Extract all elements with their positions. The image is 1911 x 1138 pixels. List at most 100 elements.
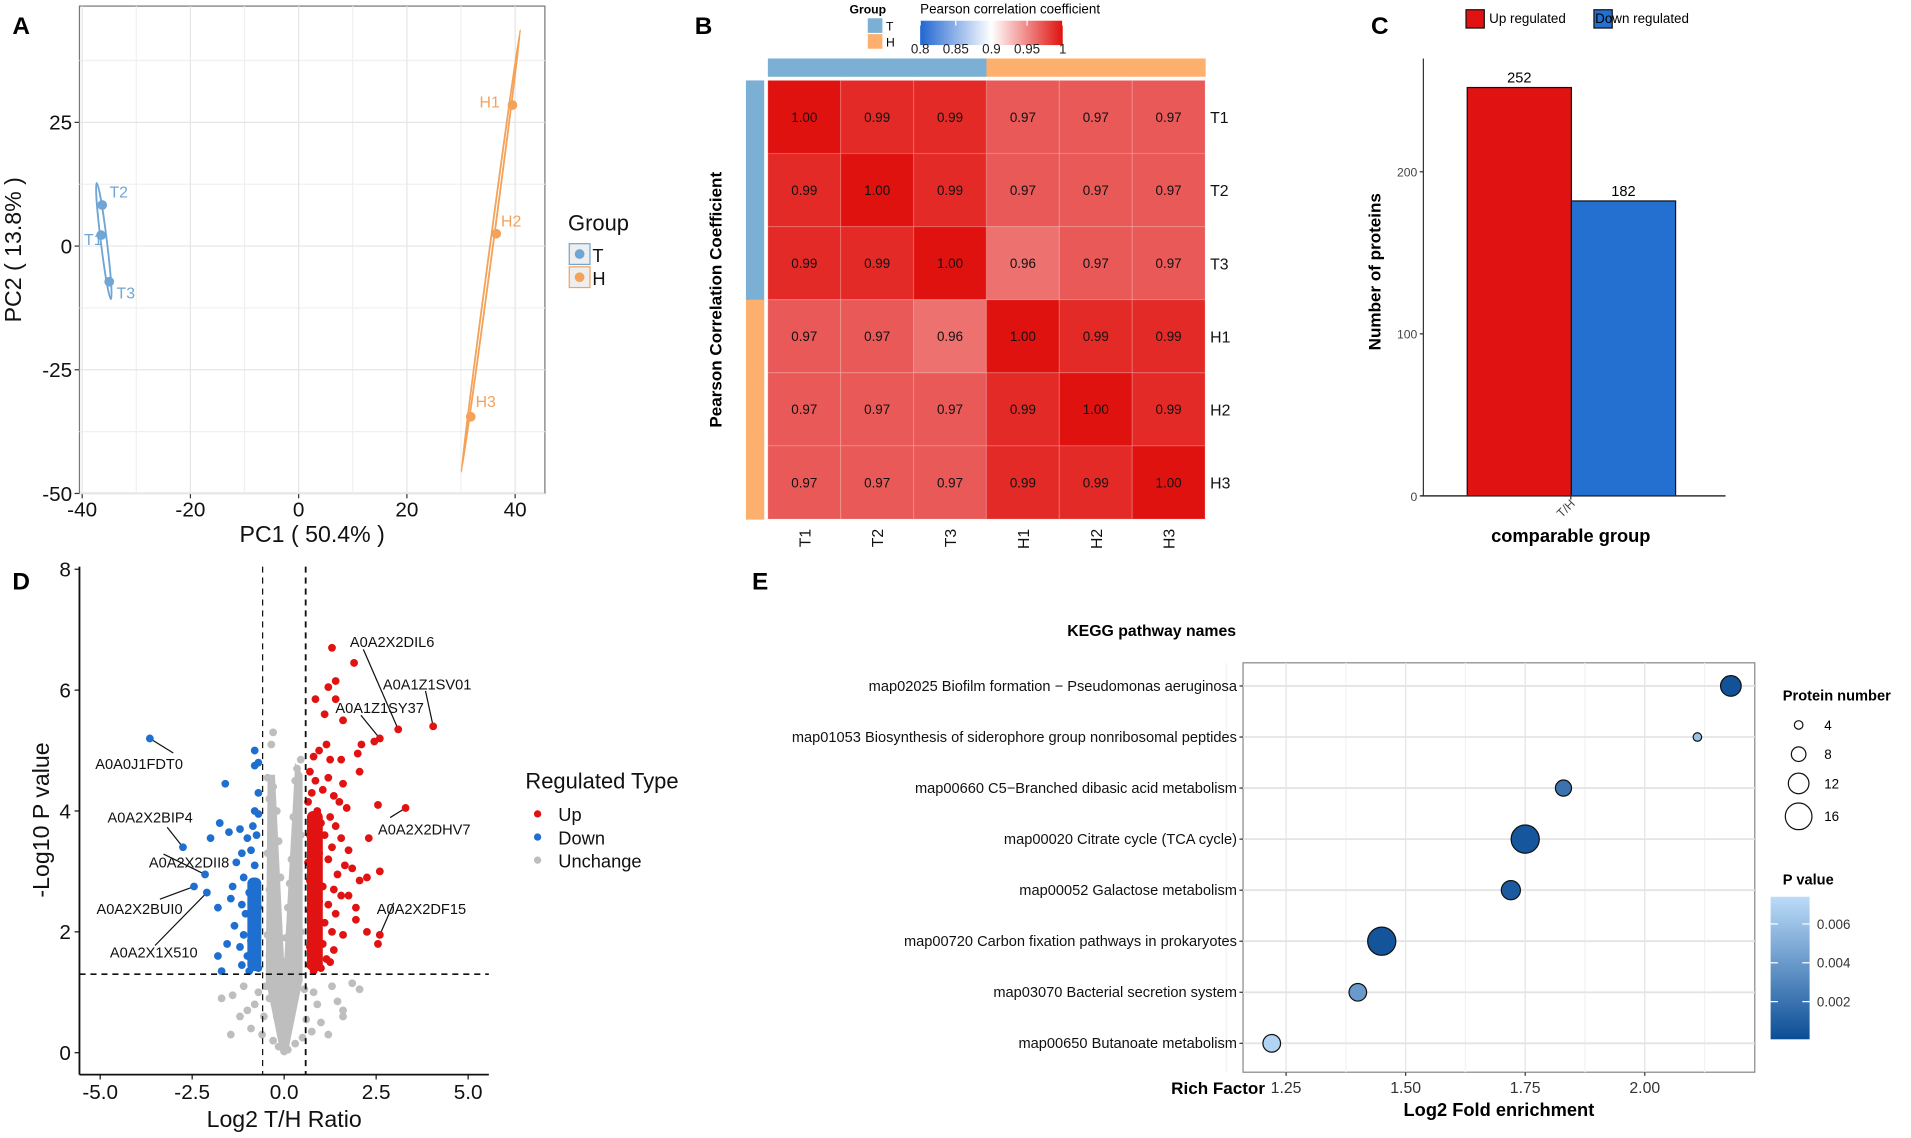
heatmap-cell-value: 0.97 bbox=[1083, 256, 1109, 271]
heatmap-cell-value: 0.97 bbox=[1010, 183, 1036, 198]
volcano-point-down bbox=[236, 943, 244, 951]
pathway-bubble bbox=[1692, 732, 1703, 742]
heatmap-cell-value: 1.00 bbox=[1010, 329, 1036, 344]
heatmap-cell-value: 0.97 bbox=[1010, 110, 1036, 125]
point-label: A0A2X2BIP4 bbox=[107, 810, 192, 826]
x-tick-label: 1.50 bbox=[1390, 1080, 1421, 1097]
row-label: H3 bbox=[1210, 476, 1230, 493]
heatmap-cell bbox=[1131, 79, 1206, 155]
volcano-point-up bbox=[311, 776, 320, 785]
heatmap-cell bbox=[1131, 152, 1206, 228]
volcano-point-up bbox=[340, 861, 349, 870]
volcano-point-unchange bbox=[309, 988, 318, 997]
column-group-annotation bbox=[840, 58, 915, 77]
x-tick-label: 1.25 bbox=[1271, 1080, 1302, 1097]
size-legend-title: Protein number bbox=[1783, 689, 1891, 705]
pca-point-h2 bbox=[491, 228, 502, 239]
legend-dot bbox=[574, 249, 585, 259]
chart-title: KEGG pathway names bbox=[1067, 623, 1236, 640]
volcano-point-up bbox=[326, 958, 335, 966]
x-axis-title: Log2 T/H Ratio bbox=[207, 1106, 362, 1132]
volcano-point-unchange bbox=[348, 979, 357, 988]
pca-point-h3 bbox=[465, 411, 476, 422]
heatmap-cell bbox=[1131, 445, 1206, 520]
label-leader-line bbox=[166, 826, 184, 848]
heatmap-cell bbox=[840, 372, 915, 447]
colorbar-tick-label: 1 bbox=[1059, 42, 1066, 57]
volcano-point-up bbox=[363, 927, 371, 936]
heatmap-cell-value: 0.99 bbox=[1010, 402, 1036, 417]
legend-key bbox=[1593, 9, 1613, 29]
volcano-point-up bbox=[352, 903, 360, 912]
volcano-point-up bbox=[353, 749, 362, 758]
label-leader-line bbox=[379, 902, 395, 936]
pathway-label: map00020 Citrate cycle (TCA cycle) bbox=[1004, 832, 1237, 848]
pathway-label: map02025 Biofilm formation − Pseudomonas… bbox=[869, 679, 1238, 695]
y-tick-label: 100 bbox=[1397, 328, 1418, 342]
volcano-point-unchange bbox=[243, 1006, 252, 1015]
volcano-point-up bbox=[324, 773, 333, 782]
heatmap-cell-value: 0.97 bbox=[791, 329, 817, 344]
volcano-point-up bbox=[375, 867, 384, 876]
size-legend-label: 16 bbox=[1824, 809, 1839, 824]
volcano-point-up bbox=[344, 891, 353, 900]
panel-letter-b: B bbox=[695, 13, 713, 40]
heatmap-cell-value: 0.99 bbox=[791, 256, 817, 271]
pathway-label: map03070 Bacterial secretion system bbox=[993, 985, 1237, 1001]
legend-label: Up bbox=[558, 804, 581, 825]
legend-dot bbox=[533, 833, 542, 841]
volcano-point-unchange bbox=[291, 1039, 300, 1048]
heatmap-cell-value: 0.97 bbox=[791, 475, 817, 490]
heatmap-cell bbox=[1131, 226, 1206, 301]
rich-factor-label: Rich Factor bbox=[1171, 1079, 1265, 1098]
volcano-point-up bbox=[363, 873, 371, 882]
volcano-point-unchange bbox=[296, 755, 305, 764]
heatmap-cell-value: 0.99 bbox=[937, 183, 963, 198]
x-axis-title: Log2 Fold enrichment bbox=[1404, 1099, 1595, 1120]
legend-dot bbox=[574, 272, 585, 283]
size-legend-circle bbox=[1784, 802, 1813, 831]
volcano-point-unchange bbox=[226, 1030, 235, 1039]
labeled-point bbox=[201, 870, 209, 879]
volcano-point-down bbox=[254, 810, 263, 818]
size-legend-circle bbox=[1787, 772, 1810, 795]
volcano-point-down bbox=[252, 831, 261, 840]
column-label: H2 bbox=[1089, 529, 1106, 549]
label-leader-line bbox=[424, 690, 434, 727]
panel-letter-c: C bbox=[1371, 13, 1389, 40]
heatmap-cell-value: 1.00 bbox=[1083, 402, 1109, 417]
y-axis-title: PC2 ( 13.8% ) bbox=[0, 177, 26, 322]
row-group-annotation bbox=[745, 299, 765, 374]
volcano-point-up bbox=[331, 909, 340, 918]
labeled-point bbox=[375, 930, 384, 939]
legend-key bbox=[1465, 9, 1485, 29]
volcano-point-unchange bbox=[258, 1030, 266, 1039]
size-legend-label: 4 bbox=[1824, 718, 1832, 733]
heatmap-cell-value: 0.97 bbox=[864, 475, 890, 490]
volcano-point-unchange bbox=[236, 1012, 244, 1021]
colorbar-tick-label: 0.95 bbox=[1014, 42, 1040, 57]
heatmap-cell-value: 0.99 bbox=[937, 110, 963, 125]
x-tick-label: 2.00 bbox=[1629, 1080, 1660, 1097]
row-label: T1 bbox=[1210, 110, 1229, 127]
volcano-point-up bbox=[329, 946, 338, 954]
heatmap-cell bbox=[1058, 79, 1133, 155]
pathway-label: map01053 Biosynthesis of siderophore gro… bbox=[792, 730, 1237, 746]
colorbar-tick-label: 0.9 bbox=[982, 42, 1001, 57]
legend-label: Up regulated bbox=[1489, 11, 1566, 26]
volcano-point-up bbox=[324, 683, 333, 691]
heatmap-cell-value: 0.99 bbox=[1156, 329, 1182, 344]
volcano-point-up bbox=[329, 791, 338, 800]
volcano-point-down bbox=[237, 849, 246, 858]
volcano-point-unchange bbox=[317, 1018, 325, 1027]
volcano-point-down bbox=[237, 900, 246, 909]
bar-down bbox=[1570, 200, 1677, 497]
heatmap-cell-value: 0.97 bbox=[791, 402, 817, 417]
x-tick-label: 0 bbox=[293, 499, 305, 522]
heatmap-cell-value: 0.97 bbox=[864, 402, 890, 417]
pca-point-t1 bbox=[96, 230, 106, 241]
volcano-point-down bbox=[215, 819, 224, 827]
volcano-plot-panel: -5.0 -2.5 0.0 2.5 5.0 0 2 4 6 8 Log2 T/H Ratio -Log… bbox=[28, 559, 679, 1132]
pathway-bubble bbox=[1510, 824, 1540, 854]
volcano-point-unchange bbox=[239, 982, 248, 991]
